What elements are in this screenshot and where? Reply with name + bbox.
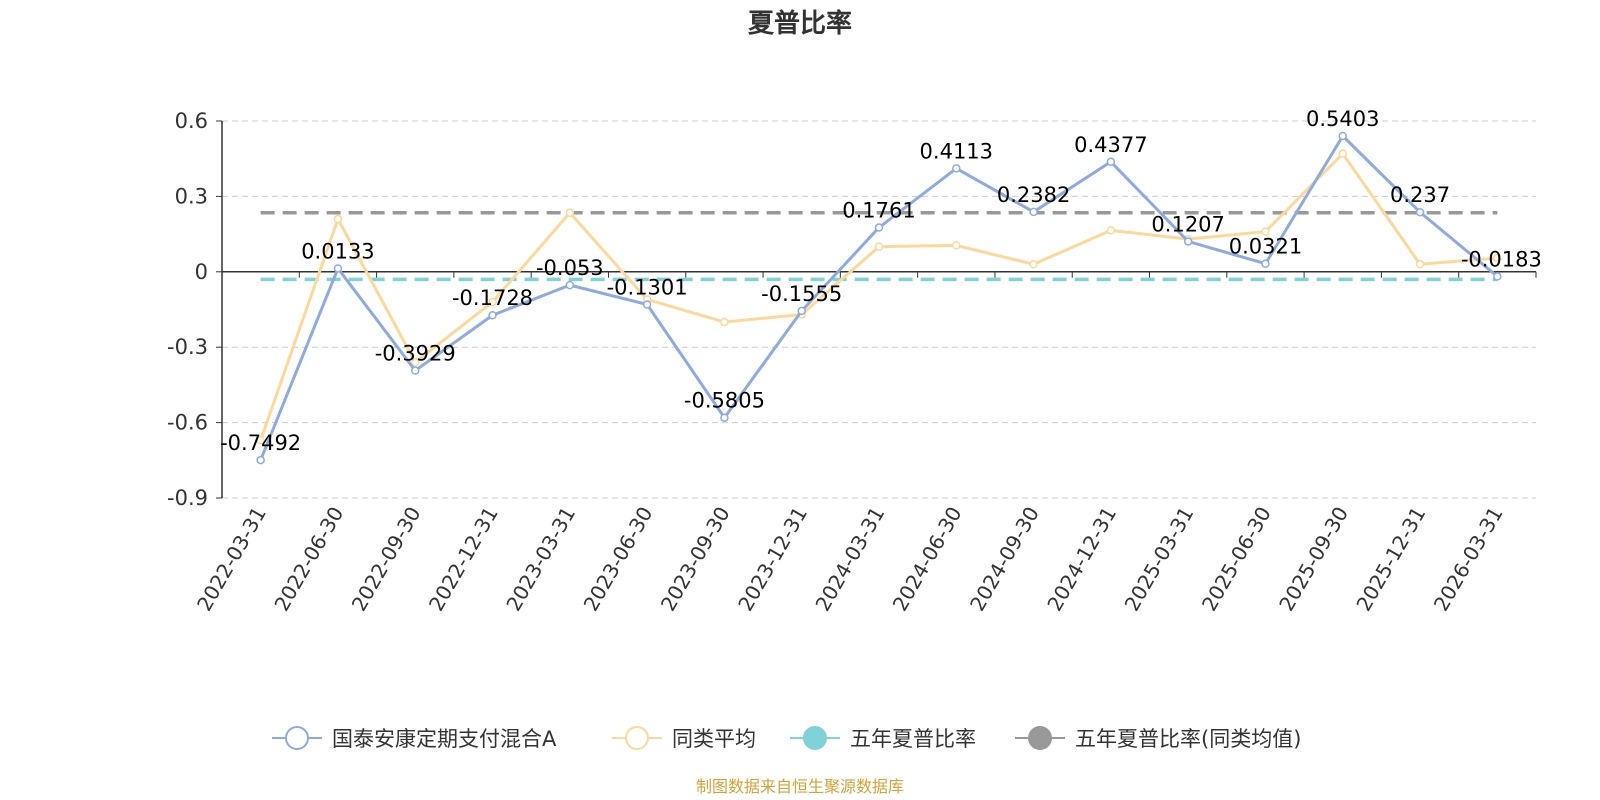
grid-lines: [222, 120, 1536, 499]
data-label-0: -0.7492: [220, 431, 301, 455]
fund-point-15: [1415, 207, 1425, 217]
data-label-5: -0.1301: [607, 275, 688, 299]
legend-label-2: 五年夏普比率: [850, 727, 976, 751]
legend-item-0[interactable]: 国泰安康定期支付混合A: [272, 726, 557, 751]
legend-marker-3: [1028, 726, 1052, 750]
peer-average-point-10: [1029, 260, 1038, 269]
y-tick-label-4: -0.6: [167, 411, 208, 435]
x-tick-label-13: 2025-06-30: [1197, 503, 1276, 616]
fund-point-12: [1183, 237, 1193, 246]
data-label-2: -0.3929: [375, 342, 456, 366]
fund-point-8: [874, 223, 884, 232]
data-label-10: 0.2382: [997, 183, 1070, 207]
x-tick-label-2: 2022-09-30: [347, 503, 426, 616]
data-label-6: -0.5805: [684, 389, 765, 413]
source-note: 制图数据来自恒生聚源数据库: [696, 777, 904, 796]
legend-marker-1: [625, 726, 649, 750]
fund-point-3: [488, 310, 497, 320]
x-tick-label-10: 2024-09-30: [965, 503, 1044, 616]
fund-point-4: [565, 280, 575, 290]
peer-average-point-11: [1106, 226, 1116, 235]
legend-label-3: 五年夏普比率(同类均值): [1075, 727, 1301, 751]
x-tick-label-14: 2025-09-30: [1274, 503, 1353, 616]
peer-average-point-16: [1493, 253, 1502, 263]
data-labels: -0.7492 0.0133 -0.3929 -0.1728-0.053-0.1301…: [220, 107, 1542, 455]
fund-point-7: [797, 306, 806, 316]
x-tick-label-15: 2025-12-31: [1351, 503, 1430, 616]
legend-item-1[interactable]: 同类平均: [612, 726, 756, 751]
x-tick-label-12: 2025-03-31: [1120, 503, 1199, 616]
peer-average-point-2: [410, 358, 420, 367]
peer-average-point-13: [1261, 227, 1270, 236]
peer-average-point-9: [952, 241, 961, 250]
fund-point-5: [642, 300, 652, 309]
fund-point-13: [1261, 259, 1270, 268]
peer-average-point-4: [565, 208, 575, 217]
peer-average-point-8: [874, 242, 884, 251]
y-tick-label-3: -0.3: [167, 335, 208, 359]
legend-marker-0: [285, 726, 309, 750]
x-tick-label-9: 2024-06-30: [888, 503, 967, 616]
x-tick-label-16: 2026-03-31: [1429, 503, 1508, 616]
data-label-9: 0.4113: [920, 139, 993, 163]
data-label-3: -0.1728: [452, 286, 533, 310]
legend-label-0: 国泰安康定期支付混合A: [332, 727, 557, 751]
legend-item-3[interactable]: 五年夏普比率(同类均值): [1015, 726, 1301, 751]
y-tick-label-5: -0.9: [167, 486, 208, 510]
x-tick-label-6: 2023-09-30: [656, 503, 735, 616]
data-label-1: 0.0133: [301, 239, 374, 263]
fund-point-11: [1106, 157, 1116, 167]
data-label-15: 0.237: [1390, 183, 1450, 207]
peer-average-point-0: [256, 435, 265, 445]
data-label-8: 0.1761: [842, 199, 915, 223]
fund-point-1: [333, 264, 343, 273]
peer-average-point-14: [1338, 149, 1348, 158]
y-tick-label-2: 0: [195, 260, 208, 284]
x-tick-label-4: 2023-03-31: [501, 503, 580, 616]
legend-item-2[interactable]: 五年夏普比率: [790, 726, 976, 751]
reference-lines: [260, 210, 1498, 282]
x-tick-label-1: 2022-06-30: [269, 503, 348, 616]
fund-point-6: [720, 413, 729, 422]
x-tick-label-8: 2024-03-31: [810, 503, 889, 616]
data-label-14: 0.5403: [1306, 107, 1379, 131]
fund-point-0: [256, 455, 265, 465]
x-tick-label-7: 2023-12-31: [733, 503, 812, 616]
data-label-13: 0.0321: [1229, 235, 1302, 259]
x-tick-label-0: 2022-03-31: [192, 503, 271, 616]
fund-point-2: [410, 366, 420, 375]
fund-line: [259, 134, 1499, 461]
fund-point-9: [952, 164, 961, 173]
x-tick-label-11: 2024-12-31: [1042, 503, 1121, 616]
x-tick-label-3: 2022-12-31: [424, 503, 503, 616]
fund-point-16: [1493, 272, 1502, 281]
legend-label-1: 同类平均: [672, 727, 756, 751]
legend[interactable]: 国泰安康定期支付混合A 同类平均 五年夏普比率 五年夏普比率(同类均值): [272, 726, 1301, 751]
chart-title: 夏普比率: [748, 8, 852, 39]
peer-average-point-1: [333, 214, 343, 224]
legend-marker-2: [803, 726, 827, 750]
y-tick-label-1: 0.3: [175, 184, 208, 208]
peer-average-point-15: [1415, 260, 1425, 269]
x-tick-label-5: 2023-06-30: [579, 503, 658, 616]
peer-average-point-3: [488, 297, 497, 307]
data-label-4: -0.053: [536, 256, 604, 280]
y-tick-label-0: 0.6: [175, 109, 208, 133]
series-lines: [256, 131, 1502, 465]
fund-point-10: [1029, 207, 1038, 217]
fund-point-14: [1338, 131, 1348, 141]
axes: 0.60.30-0.3-0.6-0.92022-03-312022-06-302…: [167, 109, 1537, 616]
data-label-12: 0.1207: [1151, 212, 1224, 236]
peer-average-point-6: [720, 317, 729, 327]
data-label-7: -0.1555: [761, 282, 842, 306]
data-label-11: 0.4377: [1074, 133, 1147, 157]
data-label-16: -0.0183: [1461, 247, 1542, 271]
